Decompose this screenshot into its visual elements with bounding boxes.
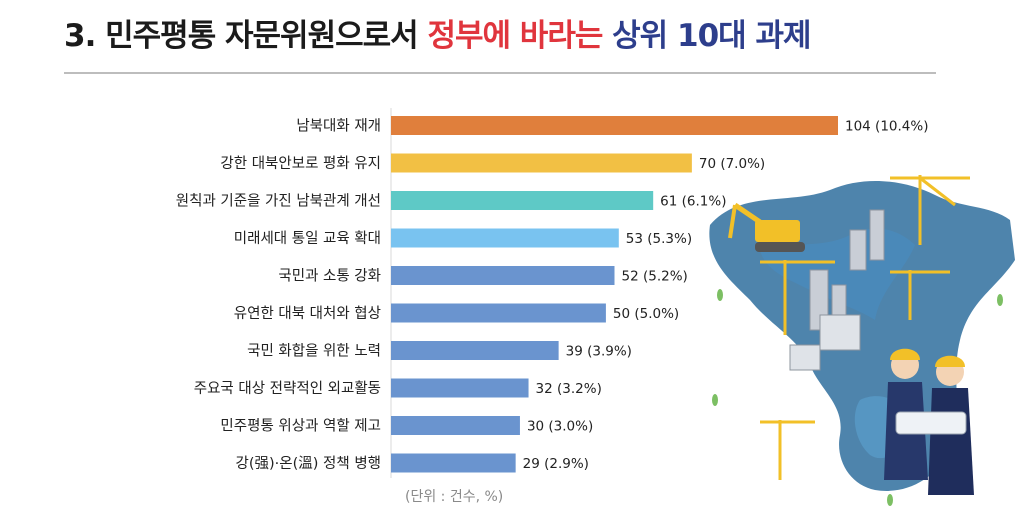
bar: [391, 416, 520, 435]
bar: [391, 266, 615, 285]
category-label: 남북대화 재개: [296, 118, 381, 135]
data-label: 61 (6.1%): [660, 194, 726, 210]
category-label: 국민과 소통 강화: [278, 268, 381, 285]
data-label: 53 (5.3%): [626, 231, 692, 247]
category-label: 강(强)·온(溫) 정책 병행: [236, 455, 382, 472]
crane-icon: [760, 175, 970, 480]
bar: [391, 341, 559, 360]
category-label: 주요국 대상 전략적인 외교활동: [194, 380, 381, 397]
page-title: 3. 민주평통 자문위원으로서 정부에 바라는 상위 10대 과제: [64, 10, 812, 55]
workers-icon: [884, 348, 974, 495]
category-label: 국민 화합을 위한 노력: [247, 343, 381, 360]
bar-group: 남북대화 재개 104 (10.4%) 강한 대북안보로 평화 유지 70 (7.0%…: [176, 116, 928, 473]
excavator-icon: [728, 202, 805, 252]
data-label: 70 (7.0%): [699, 156, 765, 172]
bar: [391, 153, 692, 173]
data-label: 39 (3.9%): [566, 344, 632, 360]
data-label: 52 (5.2%): [622, 269, 688, 285]
buildings: [789, 209, 885, 371]
data-label: 30 (3.0%): [527, 419, 593, 435]
data-label: 50 (5.0%): [613, 306, 679, 322]
category-label: 유연한 대북 대처와 협상: [234, 305, 381, 322]
category-label: 강한 대북안보로 평화 유지: [220, 155, 381, 172]
leaves: [712, 289, 1003, 506]
title-part-1: 3. 민주평통 자문위원으로서: [64, 18, 428, 54]
data-label: 104 (10.4%): [845, 119, 928, 135]
title-divider: [64, 72, 936, 74]
category-label: 미래세대 통일 교육 확대: [234, 230, 381, 247]
bar: [391, 228, 619, 248]
unit-note: (단위 : 건수, %): [405, 489, 504, 505]
bar: [391, 191, 654, 210]
category-label: 민주평통 위상과 역할 제고: [220, 418, 381, 435]
bar: [391, 453, 516, 473]
bar: [391, 378, 529, 398]
category-label: 원칙과 기준을 가진 남북관계 개선: [176, 193, 381, 210]
data-label: 29 (2.9%): [523, 456, 589, 472]
construction-illustration: [709, 175, 1015, 506]
bar: [391, 116, 838, 135]
title-part-3: 상위 10대 과제: [602, 18, 811, 54]
data-label: 32 (3.2%): [536, 381, 602, 397]
title-part-2: 정부에 바라는: [427, 18, 603, 54]
bar: [391, 303, 606, 323]
